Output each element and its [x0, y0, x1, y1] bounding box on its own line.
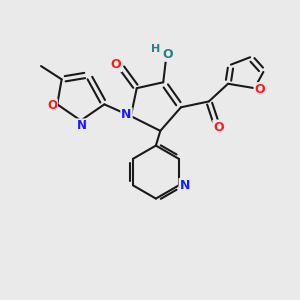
Text: O: O	[111, 58, 122, 71]
Text: O: O	[162, 48, 173, 61]
Text: O: O	[213, 121, 224, 134]
Text: N: N	[179, 179, 190, 192]
Text: N: N	[121, 108, 132, 121]
Text: O: O	[47, 99, 57, 112]
Text: N: N	[76, 119, 86, 132]
Text: H: H	[151, 44, 160, 54]
Text: O: O	[254, 83, 265, 96]
